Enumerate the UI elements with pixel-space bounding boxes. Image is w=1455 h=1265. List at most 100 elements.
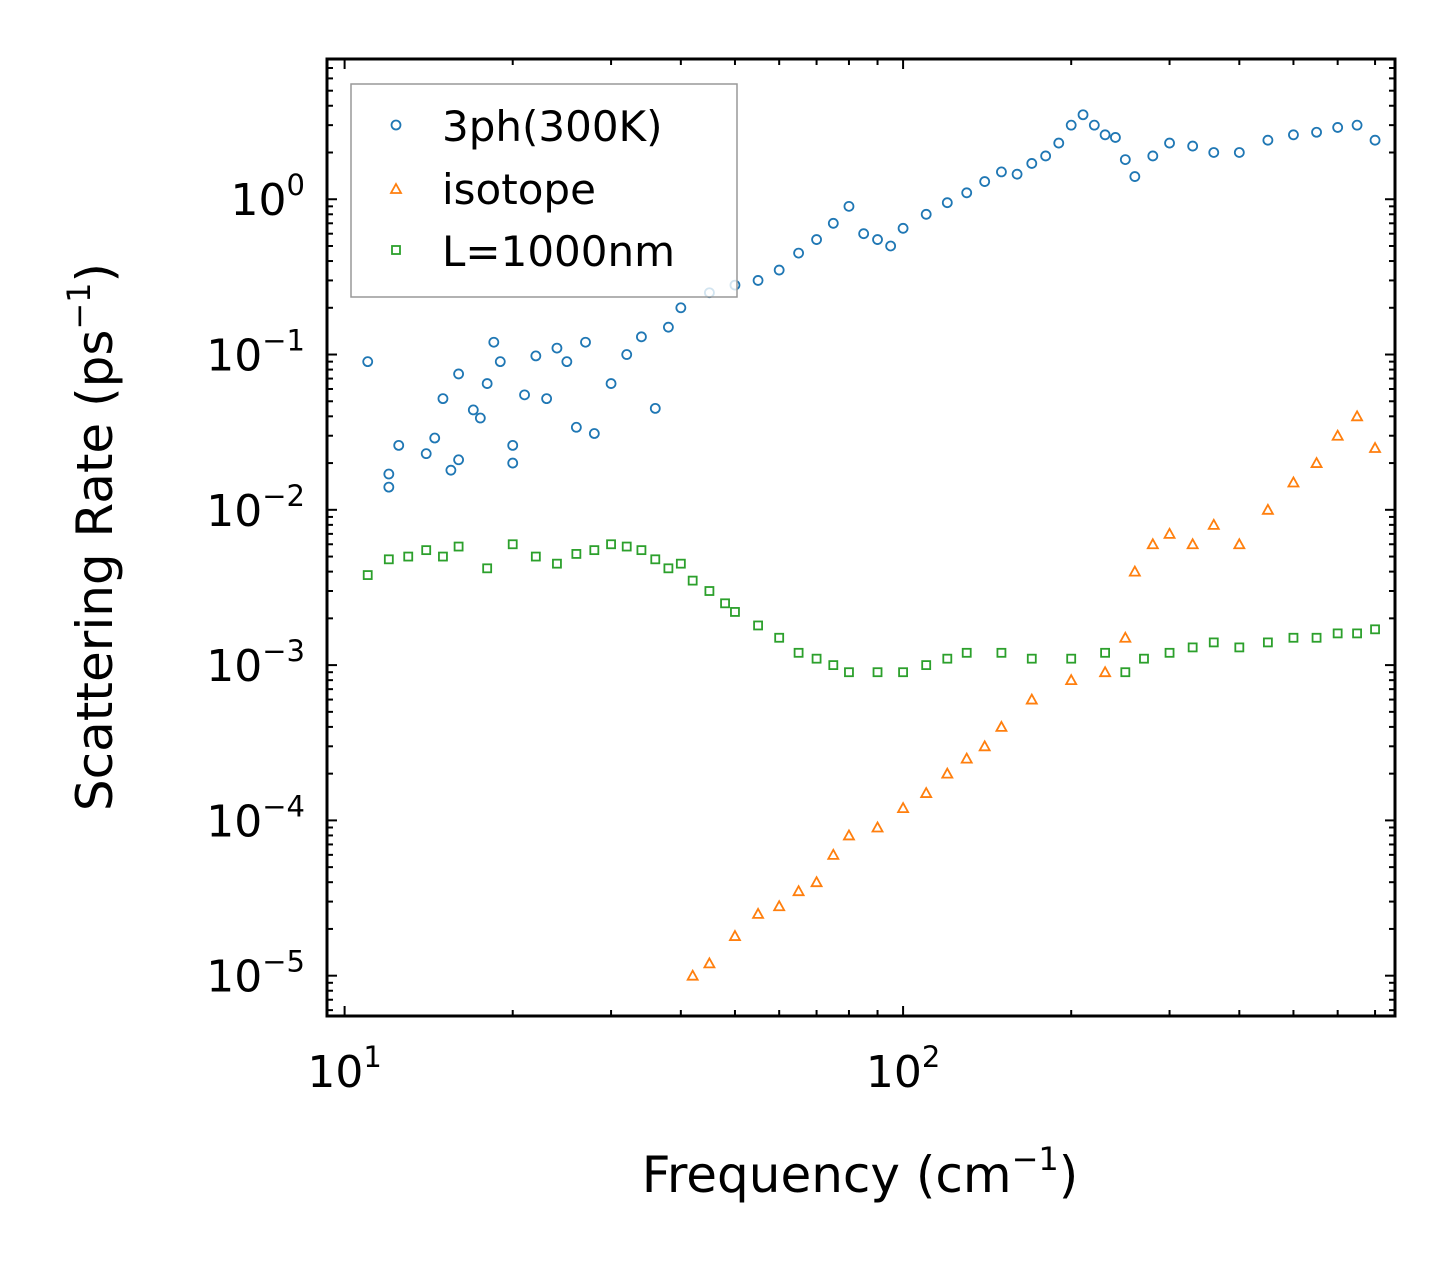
- data-point: [1164, 137, 1175, 149]
- data-point: [1332, 628, 1343, 639]
- data-point: [870, 820, 885, 833]
- data-point: [551, 342, 563, 354]
- data-point: [1119, 154, 1131, 165]
- data-point: [453, 368, 464, 380]
- series-2: [362, 539, 1380, 678]
- data-point: [826, 847, 840, 860]
- data-point: [942, 653, 953, 664]
- data-point: [793, 247, 804, 259]
- data-point: [1118, 630, 1132, 643]
- data-point: [1077, 109, 1089, 121]
- data-point: [530, 350, 542, 362]
- data-point: [507, 539, 518, 550]
- data-point: [383, 481, 395, 493]
- data-point: [437, 393, 449, 405]
- data-point: [1100, 647, 1111, 658]
- plot-frame: [325, 57, 1397, 1018]
- data-point: [730, 607, 740, 617]
- data-point: [1129, 171, 1141, 182]
- data-point: [810, 875, 824, 888]
- data-point: [429, 432, 441, 444]
- data-point: [1064, 673, 1078, 686]
- data-point: [1351, 119, 1363, 131]
- x-tick-label: 101: [307, 1040, 381, 1098]
- y-tick-label: 10−3: [206, 634, 305, 692]
- data-point: [1369, 134, 1381, 146]
- data-point: [896, 801, 910, 813]
- data-point: [1352, 628, 1362, 639]
- data-point: [420, 448, 432, 460]
- data-point: [588, 428, 600, 439]
- series-1: [686, 409, 1382, 981]
- data-point: [1025, 692, 1039, 705]
- data-point: [383, 554, 394, 565]
- data-point: [507, 457, 519, 469]
- data-point: [961, 187, 973, 199]
- data-point: [1053, 137, 1065, 149]
- data-point: [774, 632, 785, 643]
- data-point: [921, 660, 932, 671]
- x-tick-label: 102: [866, 1040, 940, 1098]
- data-point: [842, 828, 856, 841]
- data-point: [383, 468, 395, 480]
- data-point: [580, 336, 591, 348]
- data-point: [1331, 428, 1345, 441]
- data-point: [421, 545, 432, 556]
- data-point: [897, 222, 909, 234]
- data-point: [1207, 518, 1221, 530]
- data-point: [1350, 409, 1364, 422]
- data-point: [844, 667, 854, 678]
- data-point: [1011, 168, 1023, 180]
- data-point: [687, 575, 698, 586]
- y-axis-label: Scattering Rate (ps−1): [60, 263, 124, 811]
- data-point: [1208, 147, 1220, 158]
- data-point: [488, 336, 500, 348]
- data-point: [482, 563, 493, 574]
- x-axis-label: Frequency (cm−1): [642, 1140, 1079, 1204]
- data-point: [636, 545, 647, 556]
- data-point: [1066, 653, 1077, 664]
- data-point: [1139, 653, 1149, 664]
- data-point: [1310, 456, 1324, 468]
- data-point: [570, 421, 582, 433]
- data-point: [589, 545, 600, 556]
- data-point: [571, 549, 582, 559]
- legend-label-l1000nm: L=1000nm: [442, 227, 675, 276]
- data-point: [1262, 637, 1273, 648]
- data-point: [1234, 642, 1245, 653]
- data-point: [872, 234, 883, 245]
- data-point: [773, 264, 785, 276]
- y-tick-label: 100: [231, 168, 305, 226]
- data-point: [1164, 647, 1175, 658]
- y-tick-label: 10−1: [206, 324, 305, 382]
- data-point: [675, 558, 686, 569]
- legend-marker-circle: [390, 119, 402, 131]
- data-point: [793, 647, 804, 658]
- data-point: [1232, 537, 1246, 550]
- data-point: [1147, 150, 1159, 162]
- data-point: [996, 166, 1007, 178]
- data-point: [1065, 119, 1077, 131]
- data-point: [481, 378, 493, 389]
- data-point: [827, 217, 839, 229]
- data-point: [445, 464, 457, 476]
- data-point: [720, 598, 730, 609]
- data-point: [606, 539, 616, 550]
- data-point: [474, 412, 486, 424]
- data-point: [519, 389, 530, 401]
- data-point: [1099, 129, 1111, 141]
- data-point: [362, 356, 374, 368]
- data-point: [1208, 637, 1219, 648]
- legend: 3ph(300K) isotope L=1000nm: [350, 83, 738, 298]
- data-point: [858, 228, 870, 240]
- data-point: [702, 956, 716, 969]
- data-point: [996, 647, 1007, 658]
- data-point: [792, 884, 806, 897]
- data-point: [1370, 624, 1380, 635]
- data-point: [662, 321, 674, 333]
- axis-ticks: 101 102 100 10−1 10−2 10−3 10−4 10−5: [206, 58, 1395, 1098]
- data-point: [1286, 475, 1300, 488]
- data-point: [605, 378, 617, 389]
- legend-box: [350, 83, 738, 298]
- data-point: [885, 240, 897, 252]
